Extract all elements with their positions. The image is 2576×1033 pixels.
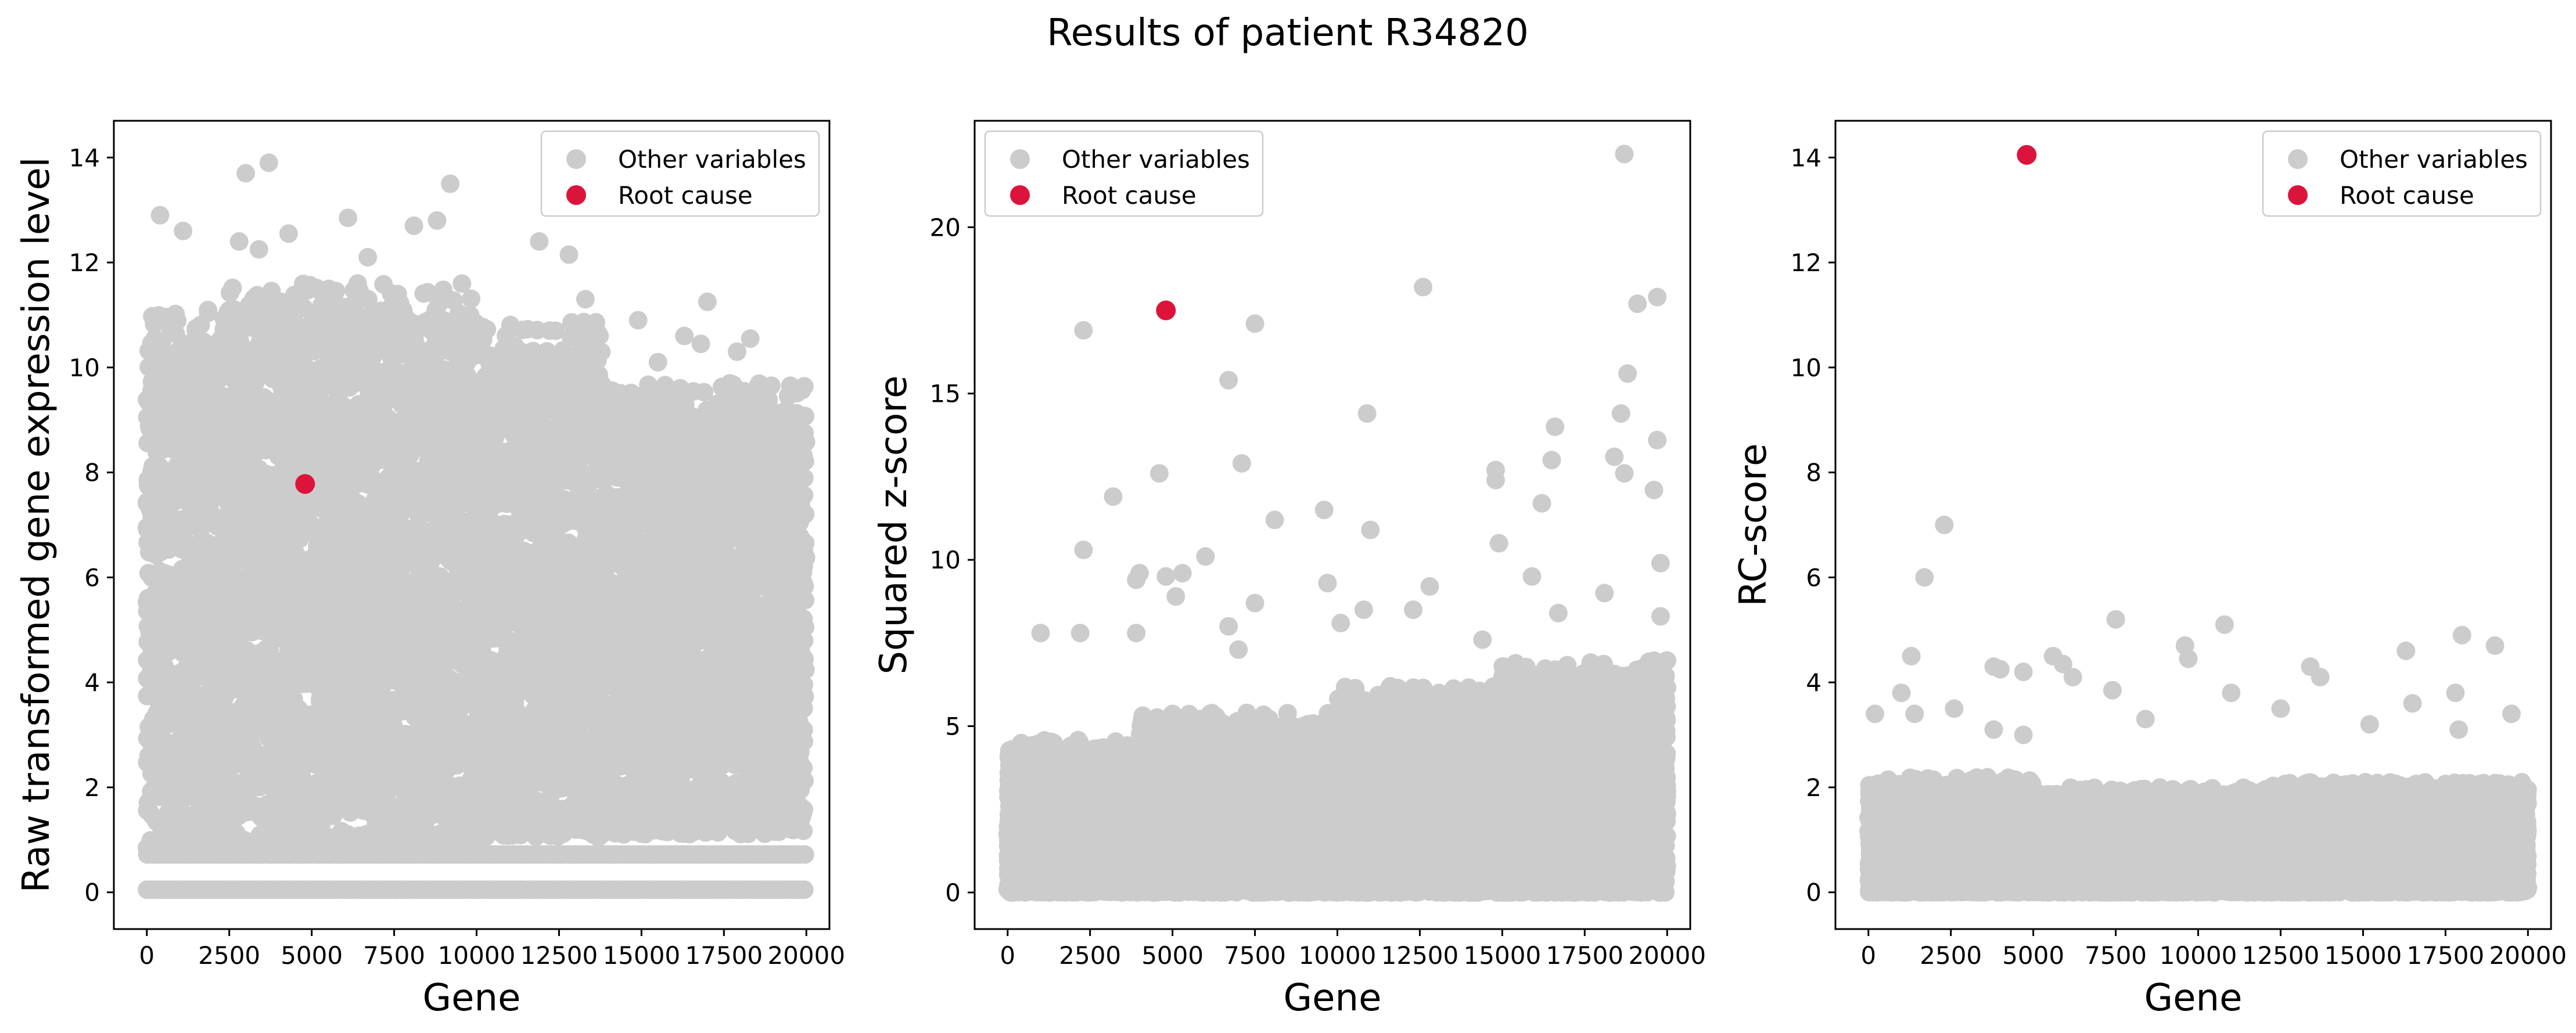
other-variable-point [444, 291, 463, 310]
other-variable-point [473, 318, 492, 337]
other-variable-point [386, 291, 404, 311]
figure-title: Results of patient R34820 [1047, 12, 1529, 55]
other-variable-point [289, 349, 308, 368]
other-variable-point [462, 289, 481, 308]
other-variable-point [199, 301, 218, 319]
other-variable-point [290, 528, 309, 547]
other-variable-point [528, 321, 547, 340]
other-variable-point [322, 283, 342, 302]
other-variable-point [262, 282, 281, 301]
other-variable-point [452, 274, 472, 293]
other-variable-point [221, 283, 239, 303]
other-variable-point [592, 343, 611, 362]
other-variable-point [418, 283, 437, 302]
other-variable-point [298, 280, 317, 300]
other-variable-point [143, 307, 162, 326]
other-variable-point [156, 308, 175, 327]
other-variable-point [255, 562, 274, 581]
other-variable-point [413, 603, 432, 622]
other-variable-point [350, 282, 369, 300]
other-variable-point [590, 326, 609, 345]
other-variable-point [191, 315, 210, 334]
chart-panel-1: 0 2500 5000 7500 10000 12500 15000 17500 2000002… [15, 120, 845, 1020]
other-variables-series [137, 153, 815, 899]
